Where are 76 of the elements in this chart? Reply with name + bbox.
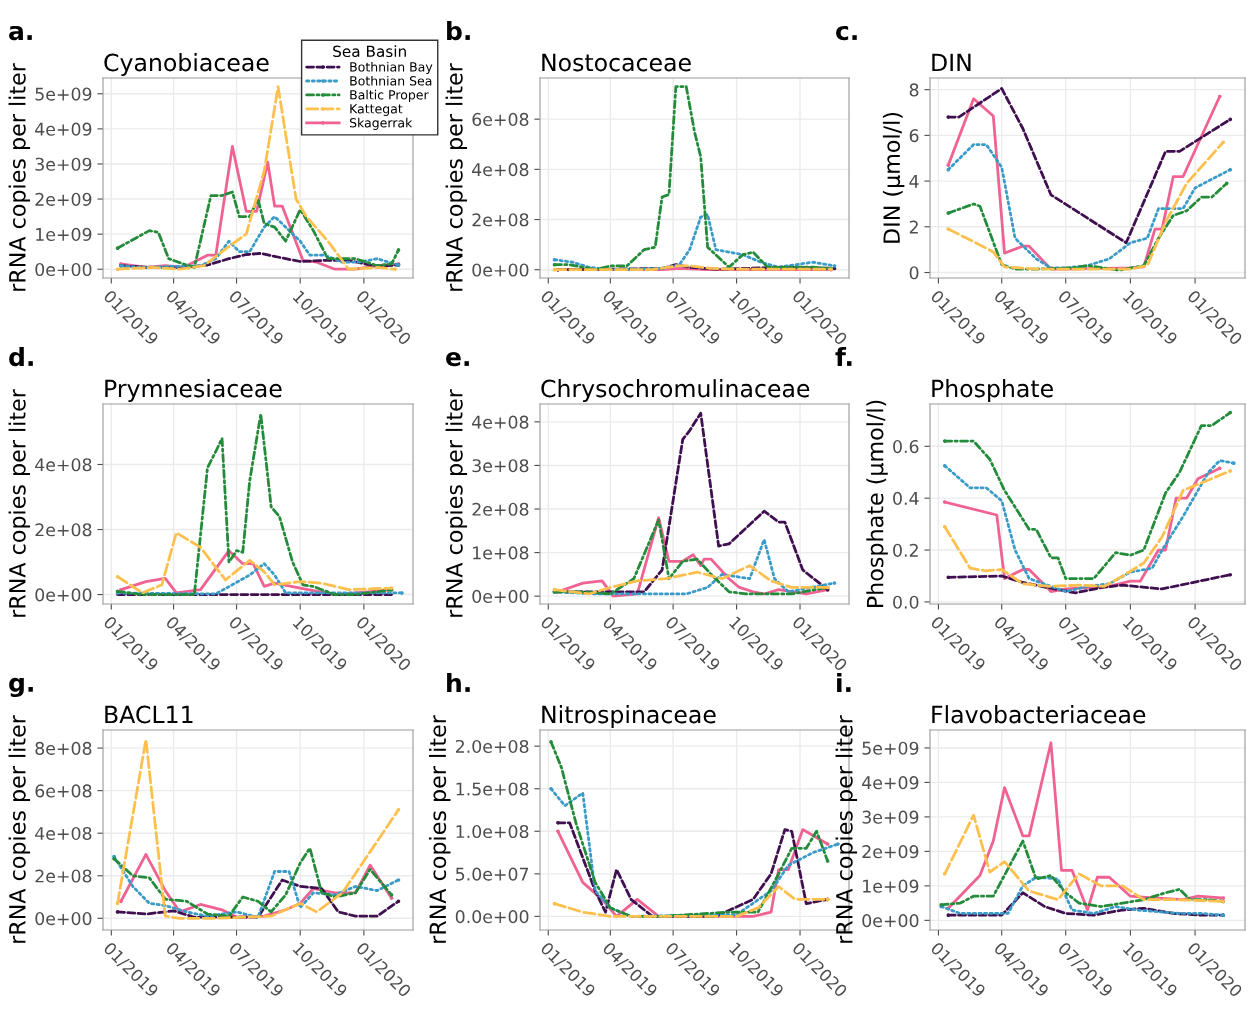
legend-label: Bothnian Sea bbox=[350, 75, 432, 86]
y-axis-title: rRNA copies per liter bbox=[428, 715, 451, 943]
y-tick-label: 5e+09 bbox=[862, 741, 919, 755]
y-tick-label: 6 bbox=[909, 129, 919, 143]
y-tick-label: 1.0e+08 bbox=[456, 824, 529, 839]
y-tick-label: 0 bbox=[909, 266, 919, 280]
y-tick-label: 2e+08 bbox=[472, 213, 529, 227]
y-axis-title: rRNA copies per liter bbox=[445, 389, 468, 617]
text: i. bbox=[837, 672, 851, 692]
y-tick-label: 4 bbox=[909, 175, 919, 188]
y-tick-label: 6e+08 bbox=[472, 112, 529, 126]
legend-label: Skagerrak bbox=[349, 117, 413, 130]
y-tick-label: 3e+09 bbox=[862, 810, 919, 824]
chart-title: Nostocaceae bbox=[542, 53, 691, 72]
y-tick-label: 4e+08 bbox=[472, 163, 529, 177]
y-tick-label: 3e+08 bbox=[472, 459, 529, 473]
y-tick-label: 4e+09 bbox=[35, 122, 92, 136]
text: b. bbox=[447, 20, 470, 41]
y-tick-label: 2e+08 bbox=[35, 523, 92, 537]
chart-title: Phosphate bbox=[932, 379, 1053, 402]
y-tick-label: 2 bbox=[909, 220, 918, 234]
legend-label: Baltic Proper bbox=[350, 89, 429, 102]
legend-label: Bothnian Bay bbox=[350, 61, 433, 75]
y-tick-label: 0.4 bbox=[893, 491, 919, 506]
y-tick-label: 0e+00 bbox=[472, 589, 529, 603]
y-axis-title: DIN (µmol/l) bbox=[882, 112, 905, 243]
y-tick-label: 0.0e+00 bbox=[455, 910, 529, 924]
y-tick-label: 4e+08 bbox=[35, 826, 92, 841]
y-tick-label: 2e+09 bbox=[35, 192, 92, 206]
y-tick-label: 0e+00 bbox=[35, 262, 92, 277]
text: d. bbox=[9, 346, 33, 367]
chart-title: Prymnesiaceae bbox=[105, 379, 282, 402]
text: g. bbox=[9, 677, 33, 698]
y-tick-label: 1.5e+08 bbox=[456, 782, 529, 796]
y-tick-label: 2e+09 bbox=[862, 845, 919, 859]
y-axis-title: rRNA copies per liter bbox=[8, 715, 31, 943]
chart-title: DIN bbox=[932, 53, 971, 72]
y-tick-label: 4e+08 bbox=[472, 415, 529, 429]
y-tick-label: 1e+09 bbox=[863, 879, 919, 893]
y-tick-label: 1e+08 bbox=[473, 546, 529, 560]
y-tick-label: 4e+08 bbox=[35, 458, 92, 472]
text: h. bbox=[447, 672, 470, 692]
y-tick-label: 8e+08 bbox=[35, 741, 92, 755]
y-tick-label: 5e+09 bbox=[35, 87, 92, 101]
y-tick-label: 1e+09 bbox=[36, 227, 92, 241]
chart-title: Nitrospinaceae bbox=[542, 705, 716, 728]
y-tick-label: 4e+09 bbox=[862, 776, 919, 790]
y-tick-label: 5.0e+07 bbox=[455, 867, 529, 881]
y-tick-label: 3e+09 bbox=[35, 157, 92, 171]
y-tick-label: 0e+00 bbox=[862, 914, 919, 928]
chart-title: Flavobacteriaceae bbox=[932, 705, 1146, 724]
y-tick-label: 0e+00 bbox=[35, 588, 92, 602]
y-tick-label: 0.2 bbox=[893, 543, 918, 557]
chart-title: Chrysochromulinaceae bbox=[541, 379, 810, 402]
y-tick-label: 2e+08 bbox=[35, 869, 92, 883]
text: f. bbox=[835, 346, 852, 366]
text: e. bbox=[446, 351, 469, 367]
text: c. bbox=[836, 25, 857, 41]
legend-title: Sea Basin bbox=[333, 45, 406, 58]
y-tick-label: 0e+00 bbox=[472, 263, 529, 277]
text: a. bbox=[9, 25, 32, 41]
y-axis-title: rRNA copies per liter bbox=[445, 63, 468, 291]
y-tick-label: 2e+08 bbox=[472, 502, 529, 516]
y-tick-label: 0e+00 bbox=[35, 912, 92, 926]
y-tick-label: 0.0 bbox=[893, 595, 919, 609]
y-tick-label: 0.6 bbox=[893, 439, 919, 454]
chart-title: Cyanobiaceae bbox=[104, 53, 269, 76]
y-axis-title: rRNA copies per liter bbox=[8, 389, 31, 617]
legend-label: Kattegat bbox=[350, 104, 403, 116]
y-axis-title: rRNA copies per liter bbox=[835, 715, 858, 943]
y-axis-title: rRNA copies per liter bbox=[8, 63, 31, 291]
y-tick-label: 2.0e+08 bbox=[455, 739, 529, 754]
y-tick-label: 8 bbox=[909, 83, 919, 97]
y-axis-title: Phosphate (µmol/l) bbox=[866, 400, 888, 608]
y-tick-label: 6e+08 bbox=[35, 784, 92, 798]
chart-title: BACL11 bbox=[105, 705, 193, 724]
